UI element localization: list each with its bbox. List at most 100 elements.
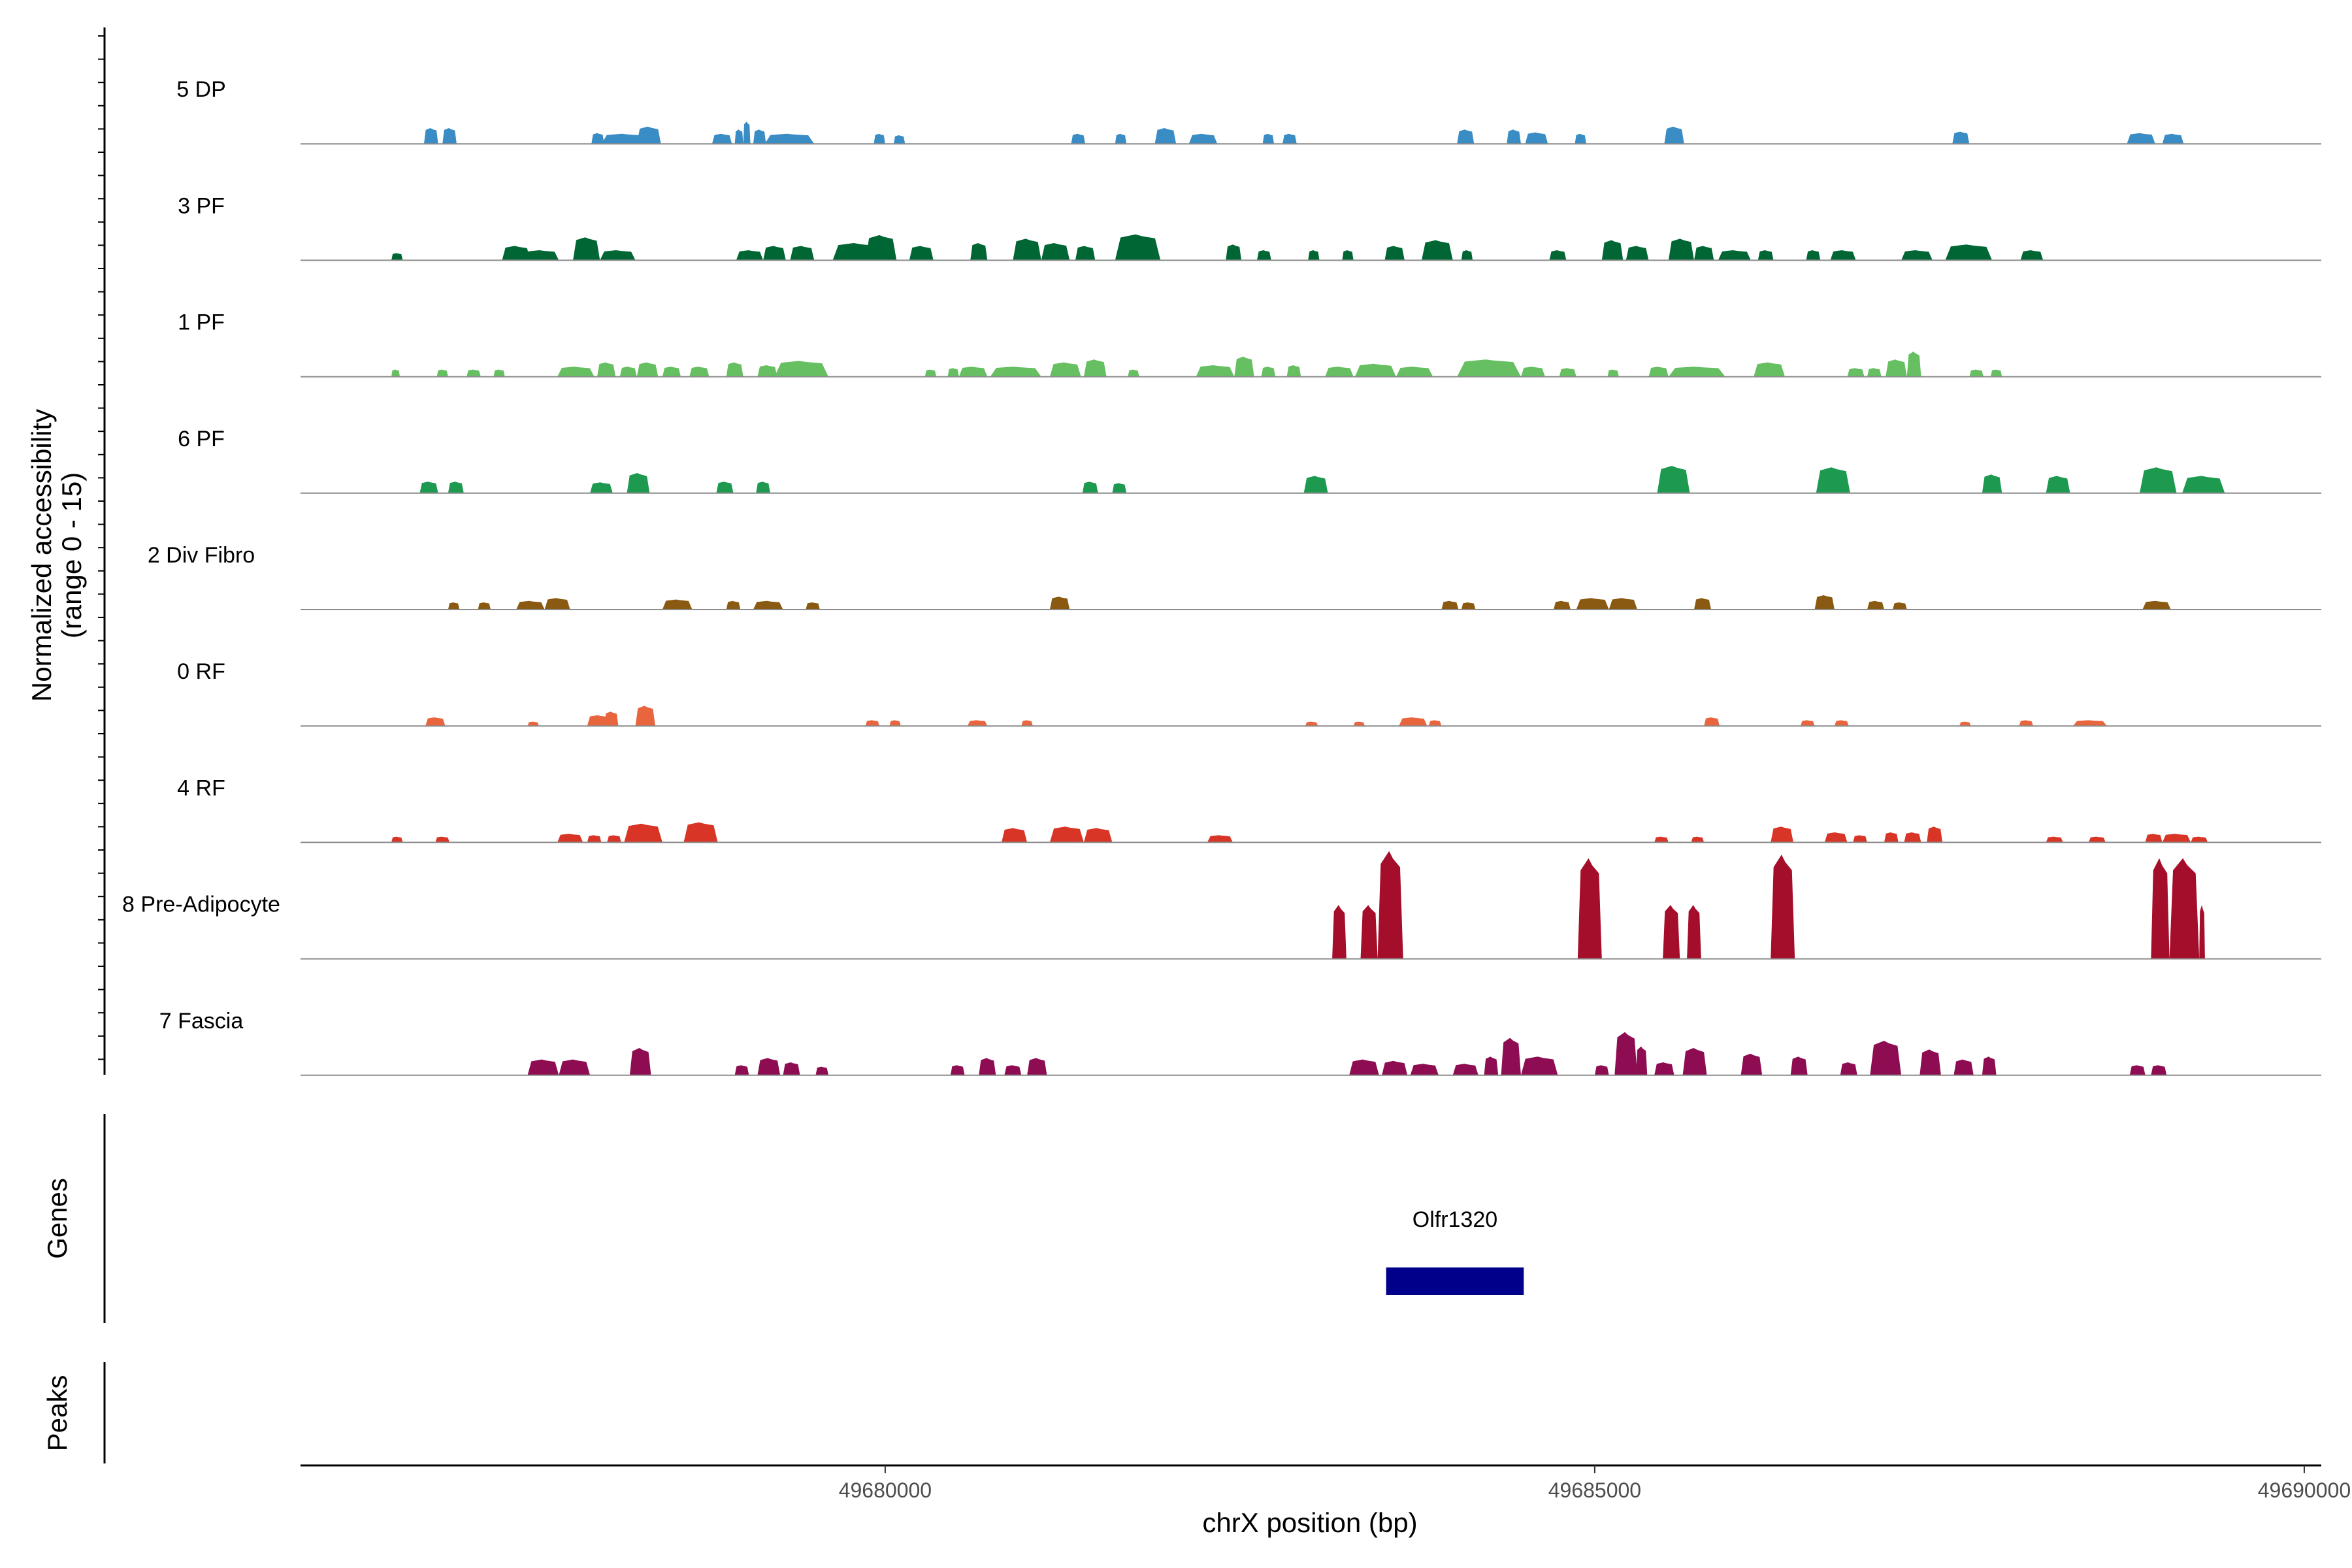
coverage-peak (763, 246, 786, 261)
coverage-peak (1657, 466, 1690, 493)
coverage-peak (979, 1058, 996, 1075)
genes-panel: Genes Olfr1320 (42, 1114, 1524, 1323)
coverage-y-ticks (98, 35, 105, 1060)
coverage-peak (689, 367, 710, 377)
coverage-peak (1853, 835, 1867, 843)
coverage-peak (1049, 362, 1081, 377)
coverage-peak (950, 1065, 965, 1075)
coverage-peak (1457, 129, 1475, 144)
coverage-peak (478, 602, 491, 610)
coverage-peak (391, 253, 403, 261)
track-label: 2 Div Fibro (148, 543, 255, 568)
coverage-peak (1740, 1053, 1763, 1075)
peaks-panel: Peaks (42, 1362, 106, 1463)
coverage-peak (909, 246, 934, 261)
coverage-peak (865, 235, 897, 261)
coverage-peak (774, 361, 829, 377)
coverage-peak (1704, 717, 1720, 727)
coverage-peak (1549, 250, 1567, 261)
coverage-peak (1884, 832, 1899, 843)
coverage-peak (1207, 835, 1233, 843)
coverage-peak (1754, 362, 1785, 377)
coverage-peak (1816, 467, 1850, 493)
coverage-peak (559, 1059, 591, 1075)
coverage-peak (1261, 367, 1276, 377)
coverage-peak (1303, 476, 1328, 493)
coverage-peak (1382, 1060, 1408, 1075)
coverage-peak (448, 602, 460, 610)
coverage-peak (587, 715, 610, 727)
coverage-peak (1115, 133, 1127, 144)
coverage-peak (1128, 369, 1139, 377)
coverage-peak (736, 250, 764, 261)
coverage-peak (636, 362, 659, 377)
coverage-peak (1041, 243, 1070, 261)
coverage-peak (1945, 244, 1993, 261)
coverage-peak (1904, 832, 1921, 843)
coverage-peak (1982, 1056, 1997, 1075)
coverage-peak (629, 1048, 651, 1075)
coverage-peak (1847, 368, 1865, 377)
coverage-peak (2046, 836, 2063, 843)
coverage-peak (1577, 858, 1602, 959)
coverage-peak (1325, 367, 1354, 377)
coverage-peak (1663, 905, 1680, 959)
coverage-peak (1354, 363, 1396, 377)
coverage-peak (1226, 244, 1242, 261)
coverage-peak (1614, 1032, 1638, 1075)
coverage-peak (590, 482, 613, 493)
coverage-peak (2162, 834, 2191, 843)
coverage-peak (2162, 133, 2184, 144)
coverage-peak (1154, 128, 1177, 144)
coverage-peak (2019, 720, 2034, 727)
coverage-peak (711, 133, 732, 144)
coverage-peak (607, 835, 621, 843)
track-8-pre-adipocyte: 8 Pre-Adipocyte (122, 851, 2321, 960)
coverage-peak (1834, 720, 1849, 727)
coverage-peak (865, 720, 880, 727)
coverage-peak (527, 721, 539, 727)
coverage-peak (924, 369, 937, 377)
coverage-peak (1075, 246, 1096, 261)
coverage-peak (2139, 467, 2177, 493)
track-label: 0 RF (177, 659, 225, 684)
coverage-peak (662, 599, 693, 610)
coverage-peak (756, 482, 770, 493)
coverage-peak (1027, 1058, 1047, 1075)
coverage-peak (1441, 600, 1459, 610)
genes-axis-title: Genes (42, 1178, 73, 1259)
coverage-peak (1654, 1062, 1674, 1075)
coverage-peak (1360, 905, 1378, 959)
coverage-peak (1635, 1046, 1648, 1075)
coverage-peak (1188, 133, 1218, 144)
coverage-peak (2088, 836, 2106, 843)
coverage-peak (627, 473, 650, 493)
coverage-peak (1410, 1064, 1439, 1075)
gene-body (1386, 1267, 1524, 1295)
coverage-peak (1305, 721, 1318, 727)
coverage-peak (1234, 356, 1254, 377)
coverage-peak (557, 367, 595, 377)
coverage-peak (1525, 132, 1548, 144)
coverage-peak (2072, 720, 2108, 727)
coverage-peak (1384, 246, 1405, 261)
coverage-peak (527, 1059, 559, 1075)
coverage-peak (1507, 129, 1521, 144)
coverage-peak (1013, 238, 1041, 261)
coverage-peak (1952, 131, 1970, 144)
coverage-peak (419, 482, 438, 493)
x-axis-ticks: 49680000 49685000 49690000 (839, 1465, 2351, 1502)
coverage-peak (601, 133, 647, 144)
coverage-peak (1648, 367, 1669, 377)
coverage-peak (757, 365, 777, 377)
coverage-peak (1668, 367, 1725, 377)
track-4-rf: 4 RF (177, 776, 2321, 843)
coverage-peak (1790, 1056, 1808, 1075)
coverage-peak (764, 133, 815, 144)
coverage-peak (523, 250, 559, 261)
coverage-peak (1953, 1059, 1974, 1075)
coverage-peak (1771, 826, 1793, 843)
coverage-peak (1501, 1037, 1521, 1075)
coverage-peak (1576, 598, 1609, 610)
coverage-peak (493, 369, 505, 377)
